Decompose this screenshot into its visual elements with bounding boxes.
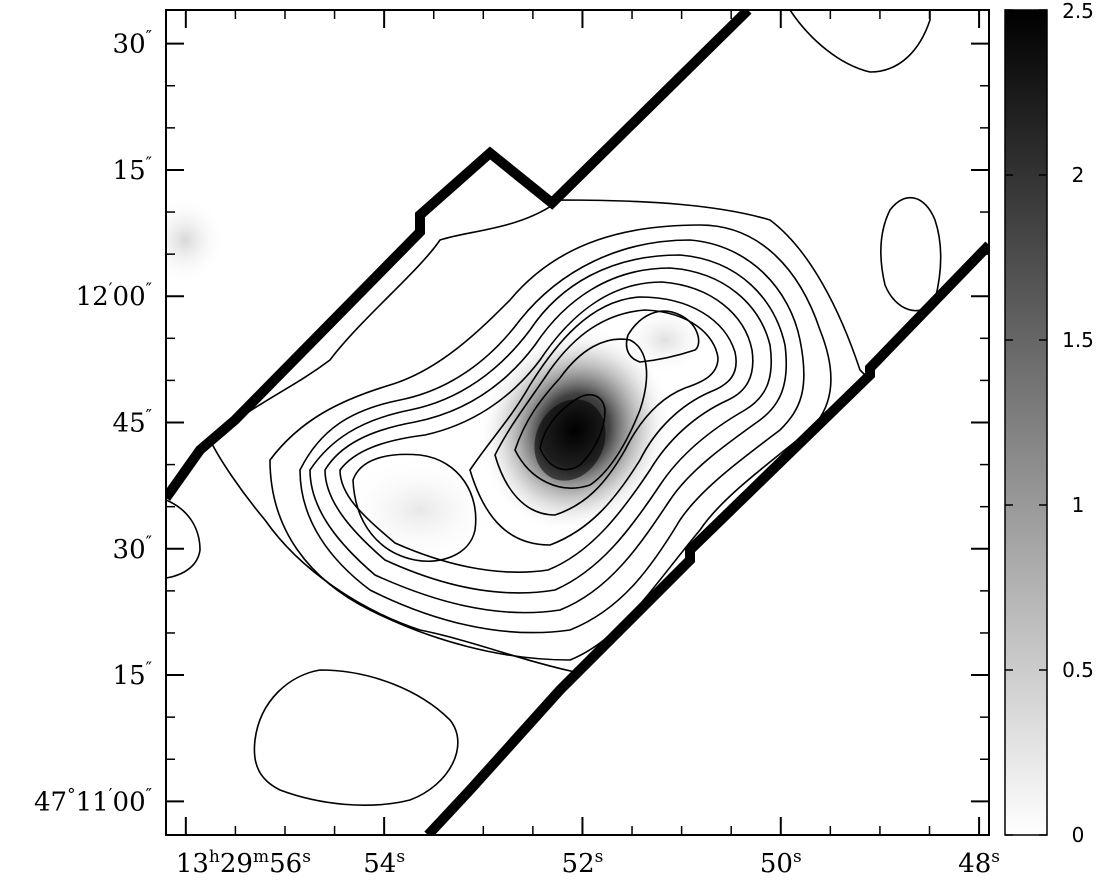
y-tick-label: 15″ <box>113 154 152 186</box>
x-minor-ticks <box>234 10 931 835</box>
contour-left-blob <box>352 453 477 562</box>
colorbar-ticks <box>1005 9 1047 836</box>
colorbar-label: 2.5 <box>1062 0 1094 23</box>
contour-level-2 <box>269 224 832 661</box>
plot-area: 13h29m56s 54s 52s 50s 48s 30″15″12′00″45″30″… <box>34 9 1000 879</box>
x-tick-labels: 13h29m56s 54s 52s 50s 48s <box>176 847 1000 879</box>
x-tick-label: 52s <box>562 847 604 879</box>
contour-lower-left <box>253 669 459 806</box>
contour-level-9 <box>514 338 648 489</box>
emission-blob <box>340 455 500 565</box>
y-tick-label: 30″ <box>113 533 152 565</box>
x-tick-label: 48s <box>958 847 1000 879</box>
y-tick-label: 47°11′00″ <box>34 785 152 817</box>
contour-level-6 <box>339 281 754 573</box>
y-tick-label: 30″ <box>113 28 152 60</box>
contour-level-10 <box>539 394 606 471</box>
contour-secondary-peak <box>625 310 700 363</box>
colorbar-gradient-bar <box>1004 9 1048 836</box>
coverage-boundary-lower <box>424 241 989 835</box>
y-tick-labels: 30″ 15″ 12′00″ 45″ 30″ 15″ 47°11′00″ <box>34 28 152 818</box>
contour-level-5 <box>324 267 772 594</box>
emission-core <box>534 399 606 481</box>
contour-level-4 <box>309 254 788 614</box>
x-ticks <box>184 10 981 835</box>
colorbar: 0 0.5 1 1.5 2 2.5 <box>1004 0 1094 847</box>
contour-level-8 <box>494 309 719 516</box>
y-ticks <box>166 42 989 803</box>
emission-blob <box>166 195 225 285</box>
y-minor-ticks <box>166 85 989 760</box>
contour-top-right <box>789 10 931 73</box>
colorbar-labels: 0 0.5 1 1.5 2 2.5 <box>1062 0 1094 847</box>
coverage-boundary <box>166 10 989 835</box>
colorbar-label: 1 <box>1072 493 1085 517</box>
coverage-boundary-upper <box>166 10 752 501</box>
colorbar-label: 0.5 <box>1062 658 1094 682</box>
contour-level-7 <box>469 296 737 546</box>
colorbar-label: 0 <box>1072 823 1085 847</box>
contour-left-edge <box>166 499 201 579</box>
y-tick-label: 45″ <box>113 407 152 439</box>
contour-level-3 <box>299 239 805 634</box>
greyscale-image <box>166 195 710 565</box>
y-tick-label: 12′00″ <box>76 280 152 312</box>
x-tick-label: 13h29m56s <box>176 847 311 879</box>
y-tick-label: 15″ <box>113 659 152 691</box>
x-tick-label: 54s <box>363 847 405 879</box>
x-tick-label: 50s <box>760 847 802 879</box>
colorbar-label: 2 <box>1072 163 1085 187</box>
colorbar-label: 1.5 <box>1062 328 1094 352</box>
contours <box>166 10 942 806</box>
